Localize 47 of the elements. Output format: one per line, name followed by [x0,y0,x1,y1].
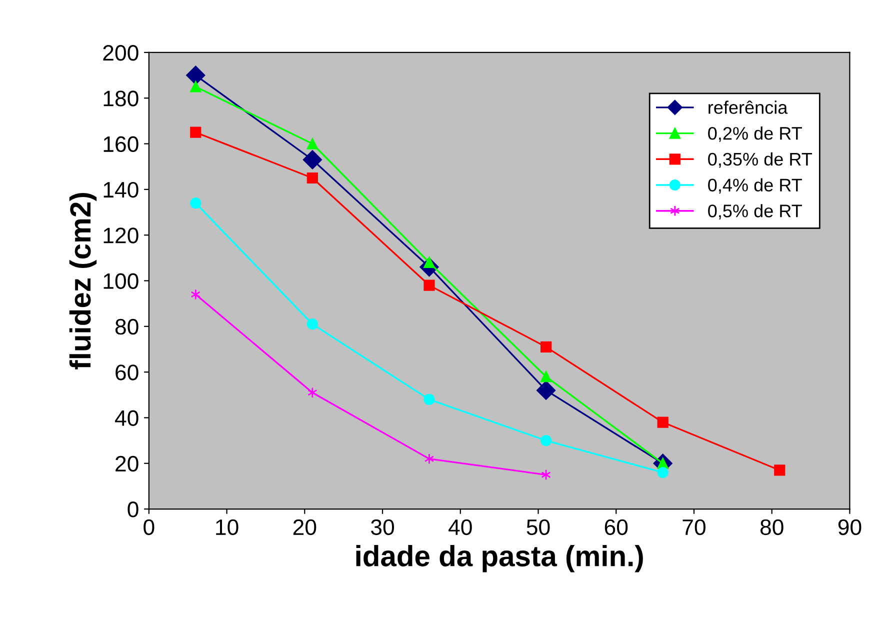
x-tick-label: 30 [371,519,394,536]
y-tick-label: 140 [104,182,138,198]
point [424,394,435,405]
x-tick-label: 50 [526,519,550,536]
y-tick-label: 160 [104,136,138,152]
point [540,371,552,382]
x-tick-label: 80 [760,519,784,536]
y-tick-label: 40 [114,410,138,426]
x-tick-label: 40 [448,519,472,536]
point [308,387,318,398]
x-tick-label: 90 [838,519,862,536]
y-tick-label: 80 [115,318,138,335]
point [186,66,206,85]
x-tick-label: 10 [216,519,238,536]
point [536,380,556,400]
y-tick-label: 180 [104,90,138,106]
point [540,341,552,352]
y-axis-title: fluidez (cm2) [69,193,97,370]
point [657,416,668,428]
legend-label: 0,2% de RT [708,126,802,142]
point [306,318,318,330]
point [424,280,435,291]
x-axis-title: idade da pasta (min.) [356,545,643,572]
y-tick-label: 100 [104,273,138,290]
y-tick-label: 200 [103,44,138,61]
legend-label: referência [708,100,788,114]
y-tick-label: 60 [116,364,138,380]
x-tick-label: 0 [144,519,154,536]
point [306,172,318,184]
point [190,81,202,92]
y-tick-label: 0 [128,502,138,518]
y-tick-label: 20 [116,456,138,472]
point [540,434,552,446]
x-tick-label: 20 [293,519,316,536]
point [190,126,202,138]
y-tick-label: 120 [104,228,138,244]
point [774,464,786,476]
point [657,466,668,478]
x-tick-label: 70 [682,519,706,536]
legend-label: 0,4% de RT [708,178,802,194]
legend-label: 0,35% de RT [708,152,812,168]
x-tick-label: 60 [604,519,628,536]
point [302,150,322,170]
point [190,288,201,300]
legend-label: 0,5% de RT [708,204,802,220]
point [306,138,318,150]
point [190,198,202,209]
